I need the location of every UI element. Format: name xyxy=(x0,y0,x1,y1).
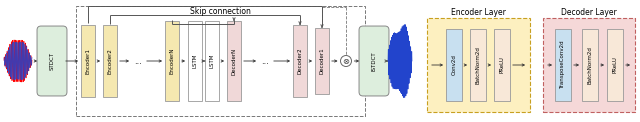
Text: PReLU: PReLU xyxy=(612,57,618,73)
Text: LSTM: LSTM xyxy=(193,54,198,68)
FancyBboxPatch shape xyxy=(188,21,202,101)
Text: ...: ... xyxy=(261,56,269,66)
FancyBboxPatch shape xyxy=(81,25,95,97)
FancyBboxPatch shape xyxy=(293,25,307,97)
FancyBboxPatch shape xyxy=(555,29,571,101)
Text: BatchNorm2d: BatchNorm2d xyxy=(588,46,593,84)
FancyBboxPatch shape xyxy=(607,29,623,101)
Text: Decoder2: Decoder2 xyxy=(298,48,303,74)
Text: PReLU: PReLU xyxy=(499,57,504,73)
FancyBboxPatch shape xyxy=(37,26,67,96)
FancyBboxPatch shape xyxy=(582,29,598,101)
Text: STDCT: STDCT xyxy=(49,52,54,70)
Text: Decoder1: Decoder1 xyxy=(319,48,324,74)
FancyBboxPatch shape xyxy=(494,29,510,101)
FancyBboxPatch shape xyxy=(165,21,179,101)
Text: Encoder Layer: Encoder Layer xyxy=(451,8,506,17)
FancyBboxPatch shape xyxy=(227,21,241,101)
Text: ⊗: ⊗ xyxy=(342,56,349,66)
Text: DecoderN: DecoderN xyxy=(232,47,237,75)
Text: Decoder Layer: Decoder Layer xyxy=(561,8,617,17)
Text: BatchNorm2d: BatchNorm2d xyxy=(476,46,481,84)
Text: TransposeConv2d: TransposeConv2d xyxy=(561,41,566,89)
FancyBboxPatch shape xyxy=(205,21,219,101)
FancyBboxPatch shape xyxy=(359,26,389,96)
Text: ISTDCT: ISTDCT xyxy=(371,51,376,71)
Text: Skip connection: Skip connection xyxy=(189,7,250,16)
FancyBboxPatch shape xyxy=(543,18,635,112)
Text: Encoder1: Encoder1 xyxy=(86,48,90,74)
FancyBboxPatch shape xyxy=(427,18,530,112)
Text: ...: ... xyxy=(134,56,142,66)
Circle shape xyxy=(340,56,351,66)
FancyBboxPatch shape xyxy=(103,25,117,97)
FancyBboxPatch shape xyxy=(446,29,462,101)
Text: Encoder2: Encoder2 xyxy=(108,48,113,74)
Text: LSTM: LSTM xyxy=(209,54,214,68)
FancyBboxPatch shape xyxy=(470,29,486,101)
FancyBboxPatch shape xyxy=(315,28,329,94)
Text: Conv2d: Conv2d xyxy=(451,55,456,75)
Text: EncoderN: EncoderN xyxy=(170,48,175,74)
